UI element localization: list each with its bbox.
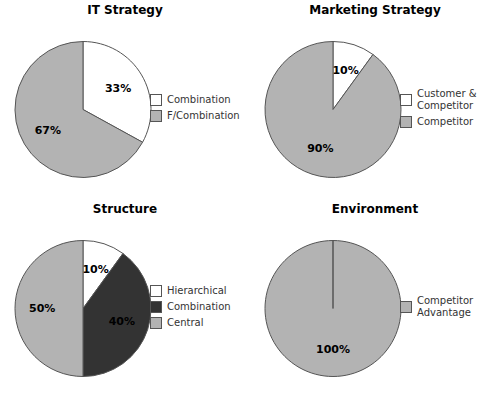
svg-text:40%: 40% <box>109 315 135 328</box>
svg-text:100%: 100% <box>316 343 350 356</box>
html-text:Combination: Combination <box>167 300 231 312</box>
html-text:Marketing Strategy: Marketing Strategy <box>309 3 441 17</box>
html-text:Competitor Advantage: Competitor Advantage <box>417 294 474 318</box>
svg-text:33%: 33% <box>105 82 131 95</box>
html-text:Environment: Environment <box>331 202 419 216</box>
svg-text:10%: 10% <box>82 263 108 276</box>
html-text:Competitor: Competitor <box>417 115 474 127</box>
html-text:F/Combination: F/Combination <box>167 109 240 121</box>
html-text:Structure: Structure <box>92 202 158 216</box>
svg-text:67%: 67% <box>35 124 61 137</box>
html-text:Hierarchical: Hierarchical <box>167 284 227 296</box>
html-text:IT Strategy: IT Strategy <box>87 3 163 17</box>
svg-text:90%: 90% <box>307 142 333 155</box>
svg-text:10%: 10% <box>332 64 358 77</box>
svg-text:50%: 50% <box>29 302 55 315</box>
html-text:Customer & Competitor: Customer & Competitor <box>417 87 477 111</box>
html-text:Combination: Combination <box>167 93 231 105</box>
html-text:Central: Central <box>167 316 204 328</box>
